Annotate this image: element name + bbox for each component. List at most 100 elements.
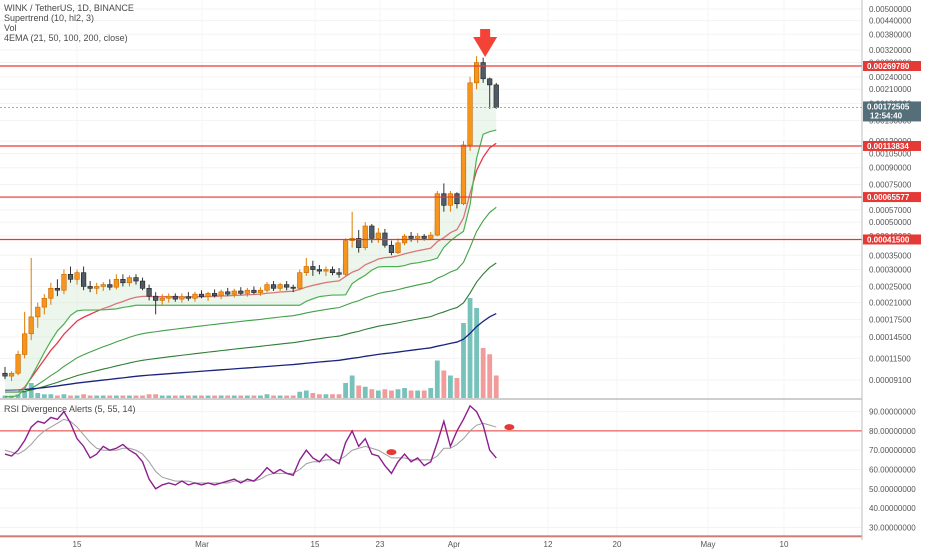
price-tick-label: 0.00380000	[869, 30, 912, 39]
chart-legend: WINK / TetherUS, 1D, BINANCE Supertrend …	[4, 3, 134, 43]
level-price-label: 0.00269780	[867, 62, 910, 71]
rsi-tick-label: 60.00000000	[869, 466, 916, 475]
volume-bar	[94, 395, 100, 398]
time-tick-label: 15	[73, 540, 82, 549]
candle-body	[362, 225, 368, 248]
candle-body	[185, 296, 192, 299]
candle-body	[231, 290, 237, 295]
candle-body	[113, 279, 119, 288]
volume-bar	[238, 395, 244, 398]
volume-bar	[369, 389, 375, 398]
price-tick-label: 0.00057000	[869, 206, 912, 215]
divergence-dot	[386, 449, 397, 456]
volume-bar	[186, 395, 191, 398]
volume-bar	[493, 375, 499, 398]
ema-line	[5, 142, 497, 393]
ema-line	[5, 206, 497, 393]
candle-body	[375, 232, 381, 239]
volume-bar	[434, 360, 440, 398]
ema-legend[interactable]: 4EMA (21, 50, 100, 200, close)	[4, 33, 128, 43]
volume-bar	[448, 375, 453, 398]
volume-bar	[120, 395, 126, 398]
volume-bar	[389, 390, 394, 398]
candle-body	[290, 286, 296, 289]
candle-body	[172, 295, 178, 300]
time-axis[interactable]: 15 Mar 15 23 Apr 12 20 May 10	[0, 536, 862, 549]
candle-body	[408, 235, 414, 239]
volume-bar	[454, 378, 460, 398]
supertrend-legend[interactable]: Supertrend (10, hl2, 3)	[4, 13, 95, 23]
volume-bar	[303, 390, 309, 398]
candle-body	[107, 284, 113, 288]
candle-body	[336, 272, 342, 275]
divergence-dot	[504, 424, 515, 431]
price-tick-label: 0.00105000	[869, 149, 912, 158]
volume-bar	[231, 395, 237, 398]
price-tick-label: 0.00017500	[869, 315, 912, 324]
candle-body	[94, 286, 100, 289]
candle-body	[415, 235, 421, 239]
volume-bar	[48, 394, 54, 398]
volume-bar	[323, 394, 329, 398]
countdown-label: 12:54:40	[870, 111, 903, 120]
candle-body	[270, 284, 277, 289]
price-tick-label: 0.00009100	[869, 376, 912, 385]
candle-body	[480, 62, 486, 80]
candle-body	[303, 266, 309, 273]
volume-bar	[421, 390, 427, 398]
candle-body	[48, 288, 54, 299]
rsi-line	[4, 404, 497, 490]
volume-bar	[205, 395, 211, 398]
volume-bar	[166, 395, 172, 398]
candle-body	[41, 297, 47, 308]
volume-bar	[74, 395, 80, 398]
candle-body	[212, 293, 218, 297]
candle-body	[329, 269, 336, 273]
volume-bar	[146, 394, 152, 398]
candle-body	[100, 284, 106, 287]
volume-bar	[55, 395, 60, 398]
volume-bar	[225, 395, 231, 398]
price-tick-label: 0.00021000	[869, 299, 912, 308]
candle-body	[421, 235, 427, 239]
rsi-tick-label: 50.00000000	[869, 485, 916, 494]
candle-body	[28, 316, 34, 335]
level-price-label: 0.00041500	[867, 235, 910, 244]
volume-bar	[251, 395, 257, 398]
rsi-legend[interactable]: RSI Divergence Alerts (5, 55, 14)	[4, 404, 136, 414]
level-price-label: 0.00065577	[867, 193, 910, 202]
level-price-tag	[863, 140, 921, 151]
price-tick-label: 0.00050000	[869, 218, 912, 227]
volume-bar	[133, 395, 139, 398]
candle-body	[67, 273, 74, 280]
time-tick-label: May	[700, 540, 715, 549]
time-tick-label: 20	[613, 540, 622, 549]
volume-bar	[179, 395, 185, 398]
candle-body	[473, 62, 480, 84]
candle-body	[205, 293, 211, 297]
candle-body	[153, 295, 159, 301]
candle-body	[139, 280, 146, 289]
rsi-axis[interactable]: 90.00000000 80.00000000 70.00000000 60.0000…	[869, 408, 916, 533]
candle-body	[166, 295, 172, 299]
rsi-plot	[4, 404, 515, 490]
volume-bar	[277, 395, 283, 398]
candle-body	[120, 279, 126, 284]
volume-bar	[402, 388, 407, 398]
rsi-tick-label: 30.00000000	[869, 523, 916, 532]
down-arrow-icon	[473, 29, 498, 57]
volume-bar	[290, 395, 296, 398]
level-price-tag	[863, 234, 921, 245]
price-axis[interactable]: 0.00500000 0.00440000 0.00380000 0.00320000…	[861, 0, 921, 540]
candle-body	[126, 277, 133, 284]
rsi-tick-label: 90.00000000	[869, 408, 916, 417]
volume-bar	[199, 395, 204, 398]
volume-bar	[113, 395, 119, 398]
candle-body	[487, 78, 493, 86]
volume-legend[interactable]: Vol	[4, 23, 17, 33]
price-tick-label: 0.00090000	[869, 164, 912, 173]
symbol-title[interactable]: WINK / TetherUS, 1D, BINANCE	[4, 3, 134, 13]
price-tick-label: 0.00075000	[869, 181, 912, 190]
supertrend-line	[5, 70, 497, 398]
